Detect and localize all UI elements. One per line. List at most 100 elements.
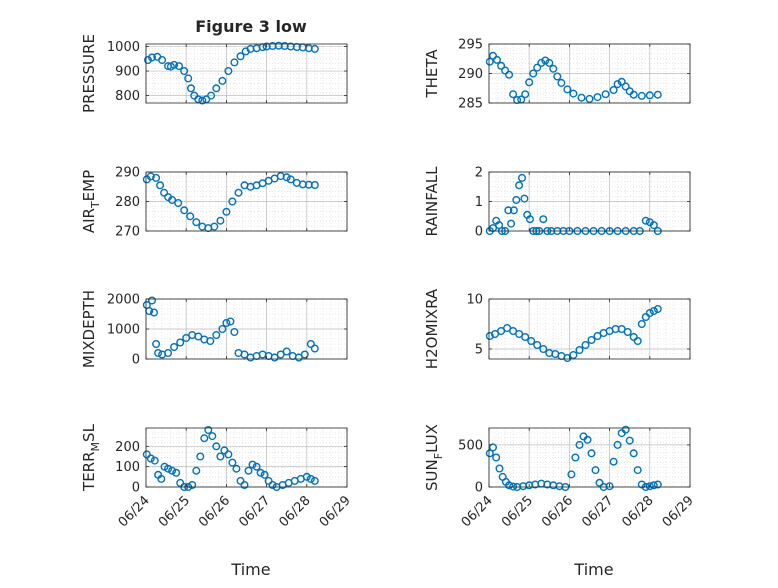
- data-point: [629, 333, 638, 342]
- subplot-terr-msl: 0 100 200 06/24 06/25 06/26 06/27 06/28 06/29 TER…: [80, 423, 354, 530]
- data-point: [192, 218, 201, 227]
- y-axis-label: MIXDEPTH: [80, 290, 98, 368]
- y-tick-label: 800: [115, 89, 140, 104]
- y-axis-label: AIRTEMP: [80, 170, 102, 233]
- data-point: [521, 90, 530, 99]
- data-point: [216, 216, 225, 225]
- y-tick-label: 0: [132, 353, 140, 368]
- data-point: [504, 206, 513, 215]
- data-point: [286, 175, 295, 184]
- data-point: [623, 328, 632, 337]
- data-point: [310, 344, 319, 353]
- data-point: [509, 90, 518, 99]
- data-point: [226, 317, 235, 326]
- x-axis-label-right: Time: [573, 560, 613, 579]
- data-point: [156, 181, 165, 190]
- data-point: [168, 195, 177, 204]
- data-point: [518, 173, 527, 182]
- data-point: [497, 327, 506, 336]
- data-point: [515, 181, 524, 190]
- data-point: [252, 462, 261, 471]
- data-point: [649, 307, 658, 316]
- data-point: [194, 332, 203, 341]
- data-point: [150, 456, 159, 465]
- y-tick-label: 1000: [107, 323, 140, 338]
- data-point: [168, 466, 177, 475]
- data-point: [147, 53, 156, 62]
- data-point: [625, 436, 634, 445]
- data-point: [549, 64, 558, 73]
- data-point: [186, 212, 195, 221]
- data-point: [563, 85, 572, 94]
- axes-box: [488, 298, 691, 360]
- data-point: [152, 340, 161, 349]
- data-point: [232, 464, 241, 473]
- data-point: [146, 172, 155, 181]
- data-point: [485, 449, 494, 458]
- data-point: [539, 215, 548, 224]
- data-point: [497, 61, 506, 70]
- y-tick-label: 295: [458, 38, 483, 53]
- data-point: [188, 481, 197, 490]
- data-point: [492, 453, 501, 462]
- data-point: [567, 470, 576, 479]
- y-axis-label: H2OMIXRA: [423, 288, 441, 369]
- data-point: [164, 464, 173, 473]
- data-point: [224, 450, 233, 459]
- data-point: [310, 44, 319, 53]
- data-point: [207, 91, 216, 100]
- data-point: [212, 442, 221, 451]
- data-point: [645, 91, 654, 100]
- data-point: [645, 309, 654, 318]
- y-tick-label: 285: [458, 97, 483, 112]
- data-point: [526, 215, 535, 224]
- subplot-theta: 285 290 295 THETA: [423, 38, 691, 112]
- y-tick-label: 0: [475, 481, 483, 496]
- subplot-rainfall: 0 1 2 RAINFALL: [423, 166, 691, 240]
- y-axis-label: PRESSURE: [80, 34, 98, 113]
- data-point: [541, 56, 550, 65]
- data-point: [192, 466, 201, 475]
- data-point: [152, 173, 161, 182]
- x-axis-label-left: Time: [230, 560, 270, 579]
- data-point: [637, 320, 646, 329]
- data-point: [653, 305, 662, 314]
- data-point: [224, 66, 233, 75]
- data-point: [575, 346, 584, 355]
- data-point: [545, 58, 554, 67]
- y-tick-label: 200: [115, 440, 140, 455]
- data-point: [595, 478, 604, 487]
- data-point: [184, 74, 193, 83]
- data-point: [613, 440, 622, 449]
- data-point: [525, 78, 534, 87]
- data-point: [563, 354, 572, 363]
- data-point: [218, 76, 227, 85]
- data-point: [176, 338, 185, 347]
- y-axis-label: THETA: [423, 49, 441, 99]
- data-point: [505, 481, 514, 490]
- data-point: [182, 334, 191, 343]
- data-point: [587, 336, 596, 345]
- y-tick-label: 10: [466, 293, 483, 308]
- y-tick-label: 5: [475, 343, 483, 358]
- data-point: [521, 333, 530, 342]
- data-point: [180, 66, 189, 75]
- y-tick-label: 1000: [107, 40, 140, 55]
- data-point: [577, 93, 586, 102]
- data-point: [491, 330, 500, 339]
- data-point: [174, 62, 183, 71]
- data-point: [282, 347, 291, 356]
- data-point: [146, 454, 155, 463]
- data-point: [302, 472, 311, 481]
- data-point: [270, 353, 279, 362]
- data-point: [147, 296, 156, 305]
- data-point: [174, 198, 183, 207]
- data-point: [236, 52, 245, 61]
- data-point: [198, 96, 207, 105]
- data-point: [236, 476, 245, 485]
- data-point: [585, 94, 594, 103]
- data-point: [637, 480, 646, 489]
- data-point: [220, 446, 229, 455]
